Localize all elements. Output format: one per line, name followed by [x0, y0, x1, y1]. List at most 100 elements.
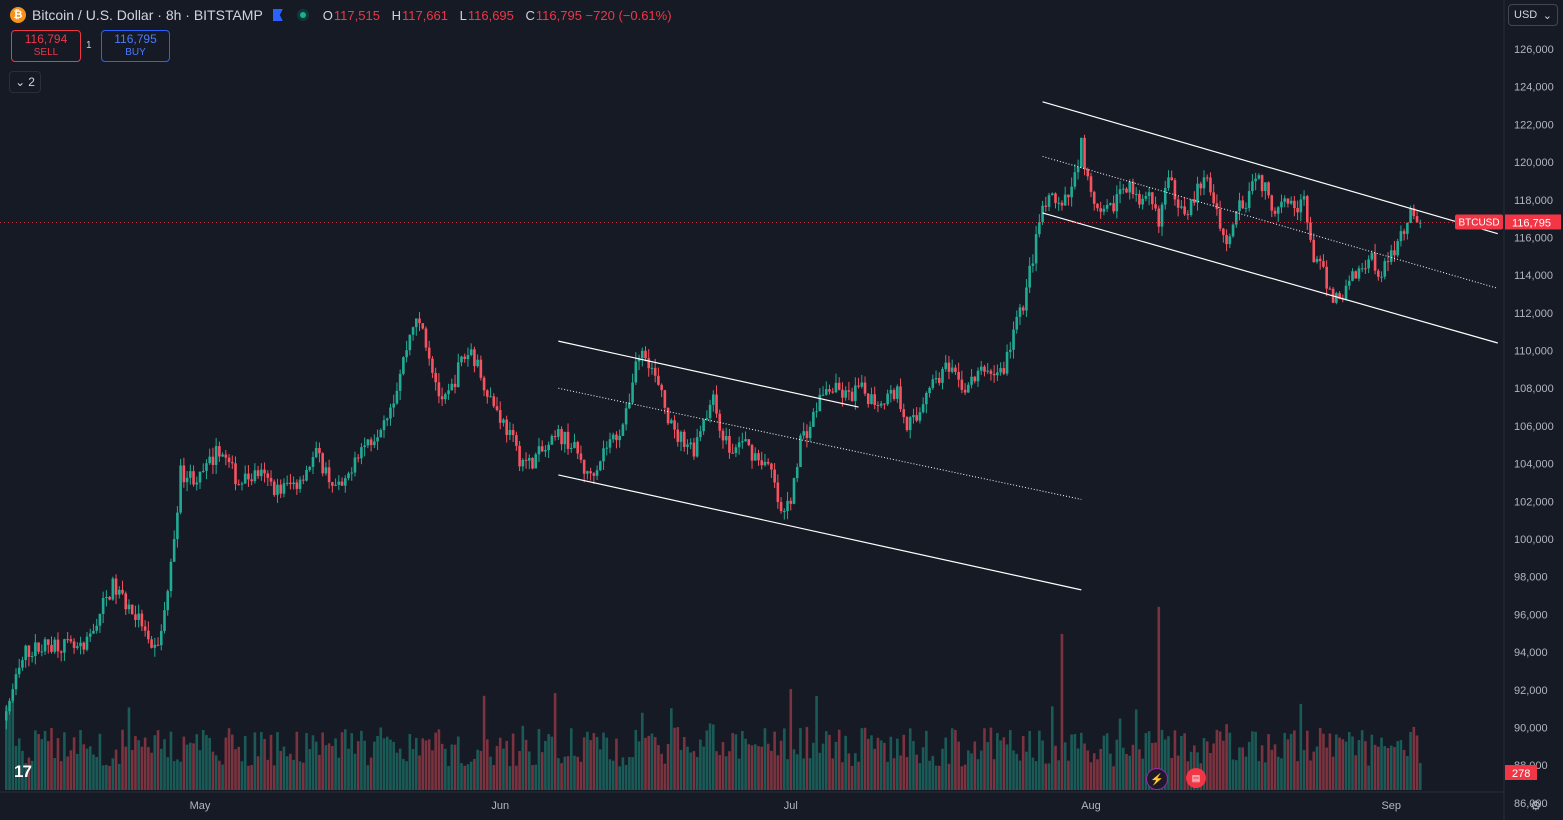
tradingview-logo[interactable]: 17: [14, 762, 32, 781]
candle-body: [376, 437, 379, 442]
candle-body: [456, 362, 460, 388]
candle-body: [1141, 198, 1144, 205]
volume-bar: [718, 755, 722, 790]
candle-body: [253, 470, 257, 482]
candle-body: [925, 393, 928, 405]
candle-body: [1283, 198, 1286, 202]
channel-line[interactable]: [1042, 212, 1498, 344]
volume-bar: [1131, 744, 1135, 790]
volume-bar: [34, 730, 37, 790]
volume-bar: [753, 744, 757, 790]
market-status-icon[interactable]: [296, 9, 309, 21]
volume-bar: [828, 734, 831, 790]
candle-body: [1344, 285, 1348, 300]
volume-bar: [770, 750, 773, 790]
volume-bar: [1157, 606, 1161, 790]
volume-bar: [8, 710, 11, 790]
volume-bar: [1286, 739, 1290, 790]
channel-drawings[interactable]: [558, 101, 1498, 591]
candle-body: [841, 389, 844, 398]
volume-bar: [789, 689, 793, 790]
channel-line[interactable]: [1042, 101, 1498, 235]
buy-button[interactable]: 116,795 BUY: [101, 30, 170, 62]
indicators-toggle-button[interactable]: ⌄ 2: [9, 71, 41, 93]
candle-body: [1309, 222, 1312, 240]
volume-bar: [1086, 750, 1090, 790]
candle-body: [1305, 196, 1309, 223]
currency-value: USD: [1514, 9, 1538, 21]
candle-body: [1322, 261, 1325, 267]
time-axis[interactable]: May Jun Jul Aug Sep: [190, 800, 1401, 812]
candle-body: [424, 328, 428, 348]
price-tick-label: 126,000: [1514, 44, 1554, 56]
lightning-icon[interactable]: ⚡: [1146, 768, 1168, 790]
us-flag-news-icon[interactable]: ▤: [1186, 768, 1206, 788]
volume-bar: [702, 746, 705, 790]
symbol-title[interactable]: Bitcoin / U.S. Dollar · 8h · BITSTAMP: [32, 7, 263, 23]
candle-body: [1060, 202, 1064, 206]
candle-body: [505, 419, 508, 436]
volume-bar: [615, 738, 618, 790]
volume-bar: [185, 744, 189, 790]
candle-body: [1406, 222, 1409, 234]
candle-body: [1138, 193, 1141, 205]
candle-body: [1196, 183, 1199, 203]
sell-button[interactable]: 116,794 SELL: [11, 30, 81, 62]
volume-bar: [395, 752, 399, 790]
candle-body: [179, 465, 182, 513]
volume-bar: [786, 759, 789, 790]
currency-select[interactable]: USD ⌄: [1508, 4, 1558, 26]
volume-bar: [498, 737, 502, 790]
volume-bar: [815, 695, 818, 790]
candle-body: [211, 456, 215, 465]
candle-body: [992, 373, 996, 376]
volume-bar: [440, 743, 444, 790]
candle-body: [111, 578, 115, 600]
channel-midline[interactable]: [558, 387, 1082, 500]
candle-body: [1260, 175, 1264, 192]
price-tick-label: 120,000: [1514, 157, 1554, 169]
symbol-header[interactable]: ₿ Bitcoin / U.S. Dollar · 8h · BITSTAMP …: [10, 4, 680, 26]
price-axis[interactable]: 126,000 124,000 122,000 120,000 118,000 116,0…: [1514, 44, 1554, 810]
buy-label: BUY: [125, 47, 146, 58]
candle-body: [950, 367, 954, 372]
volume-bar: [766, 743, 770, 790]
candle-body: [544, 449, 547, 452]
candle-body: [711, 394, 715, 405]
time-tick-label: Sep: [1381, 800, 1401, 812]
volume-bar: [1176, 755, 1180, 790]
volume-bar: [1302, 750, 1306, 790]
candle-body: [705, 418, 709, 420]
volume-bar: [486, 739, 489, 790]
candle-body: [218, 446, 221, 457]
channel-line[interactable]: [558, 340, 859, 408]
volume-bar: [834, 741, 838, 790]
channel-line[interactable]: [558, 474, 1082, 591]
candle-body: [1289, 200, 1293, 204]
volume-bar: [127, 707, 131, 790]
volume-bar: [1335, 734, 1338, 790]
volume-bar: [211, 751, 215, 790]
volume-bar: [1338, 737, 1341, 790]
candle-body: [615, 434, 618, 441]
volume-bar: [757, 746, 760, 790]
gear-icon[interactable]: ⚙: [1530, 798, 1542, 813]
volume-value-label: 278: [1512, 768, 1530, 780]
candle-body: [205, 463, 208, 471]
symbol-price-tag: BTCUSD: [1455, 214, 1503, 230]
volume-bar: [899, 755, 902, 790]
flag-icon[interactable]: [272, 9, 283, 21]
volume-bar: [489, 756, 492, 790]
volume-bar: [876, 737, 880, 790]
volume-bar: [14, 745, 18, 790]
candle-body: [1270, 195, 1274, 211]
volume-bar: [1173, 730, 1177, 790]
volume-bar: [1202, 738, 1206, 790]
candle-body: [586, 471, 589, 474]
channel-midline[interactable]: [1042, 155, 1498, 289]
volume-bar: [1144, 733, 1148, 790]
volume-bar: [1099, 748, 1102, 790]
volume-bar: [376, 735, 379, 790]
candle-body: [724, 435, 728, 441]
